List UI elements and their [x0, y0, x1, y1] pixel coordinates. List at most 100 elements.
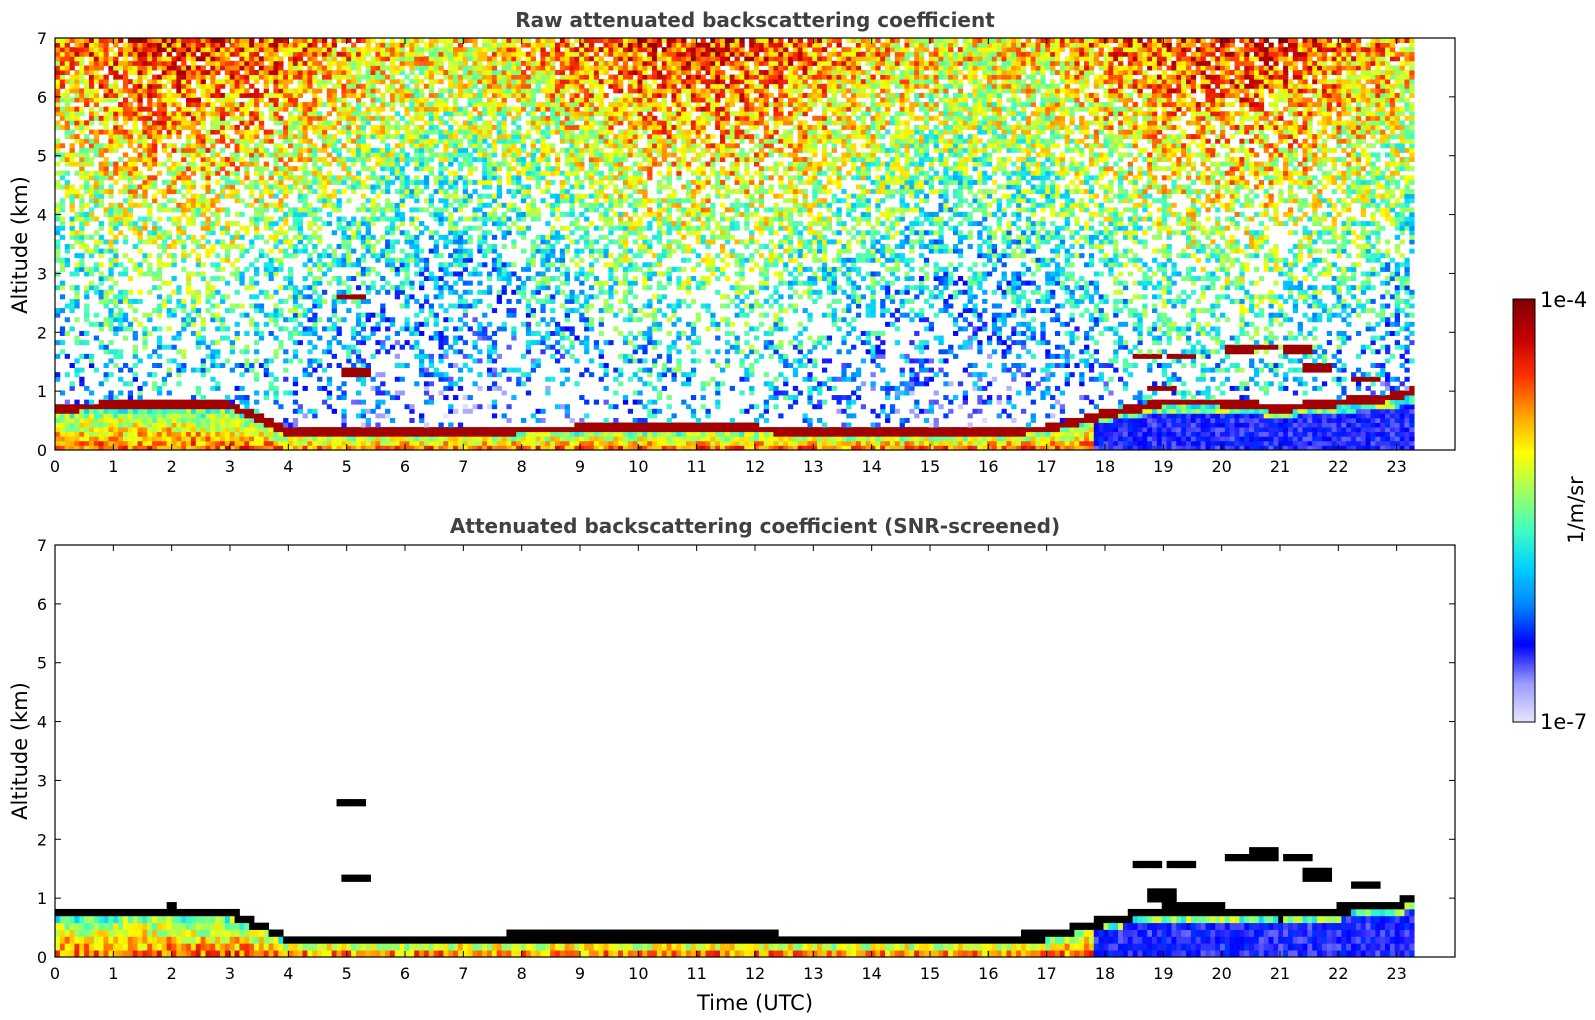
heatmap-cell — [336, 262, 342, 268]
heatmap-cell — [186, 184, 192, 190]
heatmap-cell — [462, 395, 468, 401]
heatmap-cell — [88, 60, 95, 66]
heatmap-cell — [385, 143, 391, 149]
heatmap-cell — [477, 280, 483, 286]
heatmap-cell — [292, 408, 299, 414]
heatmap-cell — [321, 51, 328, 57]
heatmap-cell — [457, 445, 464, 451]
heatmap-cell — [161, 239, 168, 245]
heatmap-cell — [84, 445, 90, 451]
heatmap-cell — [234, 65, 240, 71]
heatmap-cell — [93, 289, 100, 295]
heatmap-cell — [370, 436, 376, 442]
heatmap-cell — [84, 92, 90, 98]
heatmap-cell — [88, 399, 95, 405]
heatmap-cell — [263, 271, 269, 277]
heatmap-cell — [254, 417, 260, 423]
heatmap-cell — [122, 97, 129, 103]
heatmap-cell — [394, 436, 401, 442]
heatmap-cell — [127, 175, 134, 181]
heatmap-cell — [210, 376, 216, 382]
heatmap-cell — [88, 88, 95, 94]
heatmap-cell — [457, 161, 464, 167]
heatmap-cell — [438, 134, 444, 140]
heatmap-cell — [98, 436, 104, 442]
heatmap-cell — [171, 38, 177, 43]
heatmap-cell — [137, 88, 143, 94]
heatmap-cell — [55, 47, 61, 53]
heatmap-cell — [423, 317, 430, 323]
heatmap-cell — [258, 234, 265, 240]
heatmap-cell — [147, 152, 153, 158]
heatmap-cell — [229, 344, 235, 350]
heatmap-cell — [321, 289, 328, 295]
heatmap-cell — [69, 65, 75, 71]
heatmap-cell — [137, 289, 143, 295]
heatmap-cell — [220, 97, 226, 103]
heatmap-cell — [55, 106, 61, 112]
heatmap-cell — [254, 207, 260, 213]
heatmap-cell — [428, 381, 435, 387]
heatmap-cell — [414, 111, 420, 117]
heatmap-cell — [501, 124, 507, 130]
heatmap-cell — [254, 303, 260, 309]
heatmap-cell — [59, 404, 66, 410]
heatmap-cell — [224, 74, 231, 80]
heatmap-cell — [462, 65, 468, 71]
heatmap-cell — [419, 97, 425, 103]
heatmap-cell — [229, 262, 235, 268]
heatmap-cell — [346, 353, 352, 359]
heatmap-cell — [195, 79, 202, 85]
heatmap-cell — [64, 413, 70, 419]
heatmap-cell — [278, 42, 284, 48]
heatmap-cell — [385, 47, 391, 53]
heatmap-cell — [176, 92, 182, 98]
heatmap-cell — [244, 413, 250, 419]
heatmap-cell — [200, 408, 206, 414]
heatmap-cell — [380, 157, 386, 162]
heatmap-cell — [419, 38, 425, 43]
heatmap-cell — [122, 189, 129, 195]
heatmap-cell — [88, 271, 95, 277]
heatmap-cell — [321, 42, 328, 48]
heatmap-cell — [69, 381, 75, 387]
heatmap-cell — [375, 51, 381, 57]
heatmap-cell — [297, 207, 303, 213]
heatmap-cell — [127, 129, 134, 135]
heatmap-cell — [404, 152, 410, 158]
heatmap-cell — [263, 294, 269, 300]
heatmap-cell — [263, 239, 269, 245]
heatmap-cell — [74, 431, 80, 437]
heatmap-cell — [79, 74, 85, 80]
heatmap-cell — [171, 244, 177, 249]
heatmap-cell — [215, 129, 221, 135]
heatmap-cell — [312, 152, 318, 158]
heatmap-cell — [249, 184, 255, 190]
heatmap-cell — [156, 303, 163, 309]
heatmap-cell — [156, 271, 163, 277]
heatmap-cell — [108, 202, 114, 208]
heatmap-cell — [297, 436, 303, 442]
heatmap-cell — [224, 413, 231, 419]
heatmap-cell — [84, 422, 90, 428]
heatmap-cell — [200, 436, 206, 442]
heatmap-cell — [409, 88, 415, 94]
heatmap-cell — [79, 211, 85, 217]
heatmap-cell — [234, 422, 240, 428]
heatmap-cell — [292, 120, 299, 126]
heatmap-cell — [142, 431, 148, 437]
heatmap-cell — [346, 65, 352, 71]
heatmap-cell — [385, 152, 391, 158]
heatmap-cell — [380, 372, 386, 378]
heatmap-cell — [224, 399, 231, 405]
heatmap-cell — [472, 431, 478, 437]
heatmap-cell — [258, 65, 265, 71]
heatmap-cell — [438, 179, 444, 185]
heatmap-cell — [220, 60, 226, 66]
heatmap-cell — [55, 38, 61, 43]
heatmap-cell — [254, 372, 260, 378]
heatmap-cell — [326, 92, 333, 98]
heatmap-cell — [55, 207, 61, 213]
heatmap-cell — [127, 445, 134, 451]
